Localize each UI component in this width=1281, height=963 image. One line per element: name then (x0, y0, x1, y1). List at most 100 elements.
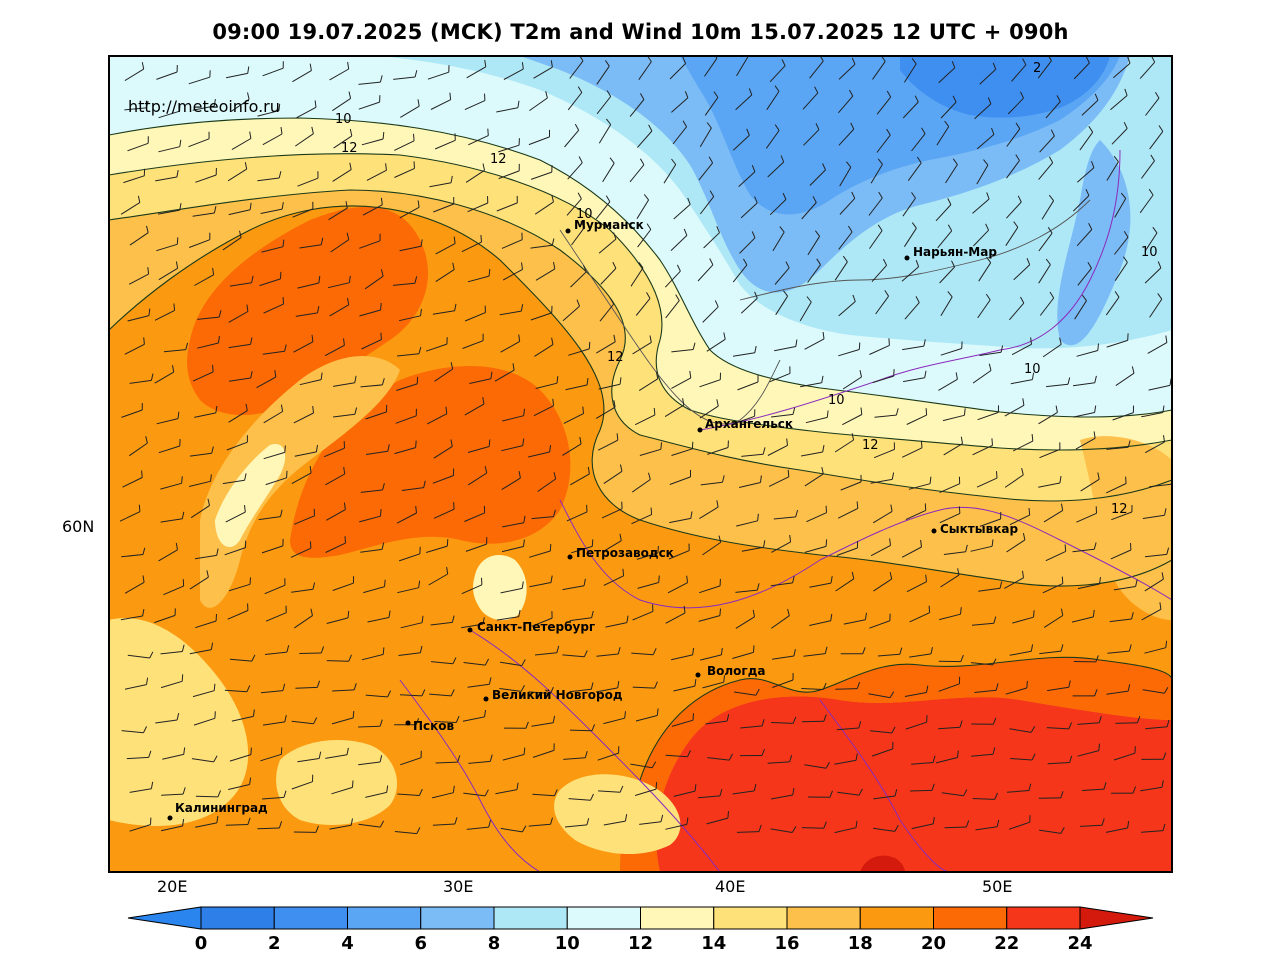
wind-barb (195, 620, 217, 629)
wind-barb-flag (181, 644, 185, 652)
city-arkhangelsk[interactable]: Архангельск (697, 417, 794, 433)
wind-barb-flag (755, 688, 760, 696)
wind-barb (734, 691, 756, 696)
wind-barb-flag (215, 405, 218, 413)
wind-barb-flag (988, 363, 992, 371)
wind-barb-flag (1094, 405, 1097, 413)
wind-barb-flag (789, 534, 792, 542)
wind-barb-flag (825, 761, 831, 769)
wind-barb (295, 686, 318, 689)
wind-barb-flag (1022, 532, 1026, 541)
temp-band-lake-cool (200, 356, 400, 608)
city-petrozavodsk[interactable]: Петрозаводск (567, 546, 674, 560)
wind-barb (129, 442, 148, 457)
wind-barb (739, 237, 756, 254)
temp-band-16-18-baltic (109, 618, 249, 826)
wind-barb (155, 719, 178, 724)
wind-barb-flag (550, 575, 553, 583)
wind-barb (433, 203, 454, 213)
wind-barb-flag (993, 616, 997, 624)
wind-barb-flag (487, 128, 489, 136)
wind-barb (771, 615, 790, 629)
wind-barb (838, 63, 856, 80)
wind-barb-flag (911, 222, 917, 229)
wind-barb (1074, 300, 1087, 320)
wind-barb-flag (1015, 154, 1020, 161)
city-veliky-novgorod[interactable]: Великий Новгород (483, 688, 623, 702)
wind-barb-flag (1120, 192, 1127, 199)
wind-barb (161, 793, 184, 796)
city-vologda[interactable]: Вологда (695, 664, 766, 678)
wind-barb (704, 57, 718, 77)
wind-barb-flag (728, 753, 733, 761)
city-murmansk[interactable]: Мурманск (565, 218, 644, 234)
wind-barb (1105, 296, 1120, 316)
wind-barb-flag (613, 232, 617, 240)
wind-barb (534, 201, 554, 215)
wind-barb-flag (686, 817, 689, 825)
wind-barb (634, 788, 657, 796)
wind-barb-flag (791, 826, 797, 833)
city-kaliningrad[interactable]: Калининград (167, 801, 269, 821)
city-saint-petersburg[interactable]: Санкт-Петербург (467, 620, 596, 634)
wind-barb-flag (386, 785, 389, 793)
wind-barb-flag (247, 66, 250, 74)
wind-barb-flag (716, 399, 719, 407)
wind-barb (363, 586, 385, 594)
wind-barb-flag (619, 377, 622, 385)
wind-barb-flag (619, 785, 624, 793)
city-syktyvkar[interactable]: Сыктывкар (931, 522, 1019, 536)
wind-barb (809, 620, 831, 626)
wind-barb (297, 177, 319, 187)
wind-barb-flag (348, 654, 352, 662)
city-pskov[interactable]: Псков (405, 719, 455, 733)
wind-barb-flag (216, 815, 219, 823)
wind-barb-flag (553, 472, 557, 480)
wind-barb (1072, 548, 1095, 553)
wind-barb (429, 693, 452, 697)
wind-barb (502, 522, 524, 528)
wind-barb-flag (579, 436, 582, 444)
wind-barb-flag (858, 721, 862, 729)
wind-barb (465, 169, 485, 183)
wind-barb (562, 305, 580, 322)
wind-barb (842, 376, 862, 390)
wind-barb (528, 691, 551, 694)
wind-barb (502, 754, 525, 761)
wind-barb (435, 243, 456, 255)
wind-barb (226, 72, 248, 79)
wind-barb (838, 301, 856, 317)
wind-barb-flag (774, 124, 780, 131)
wind-barb (155, 176, 177, 182)
city-naryan-mar[interactable]: Нарьян-Мар (904, 245, 998, 261)
wind-barb-flag (280, 127, 283, 135)
wind-barb-flag (639, 158, 645, 166)
wind-barb-flag (149, 651, 154, 659)
wind-barb (1072, 195, 1090, 212)
wind-barb-flag (143, 337, 145, 345)
wind-barb-flag (709, 190, 715, 197)
wind-barb-flag (814, 86, 819, 94)
wind-barb-flag (1026, 680, 1028, 689)
wind-barb-flag (822, 331, 825, 339)
wind-barb-flag (963, 789, 968, 796)
wind-barb-flag (1101, 818, 1105, 826)
wind-barb-flag (449, 92, 452, 100)
wind-barb-flag (387, 690, 392, 698)
wind-barb-flag (1162, 752, 1167, 760)
wind-barb-flag (414, 276, 418, 284)
wind-barb (598, 383, 621, 390)
wind-barb (772, 655, 794, 660)
wind-barb-flag (780, 155, 785, 163)
wind-barb-flag (244, 162, 248, 170)
wind-barb (434, 368, 453, 382)
wind-barb (631, 652, 654, 656)
wind-barb (400, 105, 420, 118)
wind-barb-flag (955, 372, 958, 380)
wind-barb (1077, 750, 1099, 757)
wind-barb-flag (992, 747, 996, 755)
wind-barb-flag (179, 203, 182, 211)
wind-barb (332, 97, 351, 112)
wind-barb (563, 413, 584, 424)
wind-barb (528, 136, 550, 146)
